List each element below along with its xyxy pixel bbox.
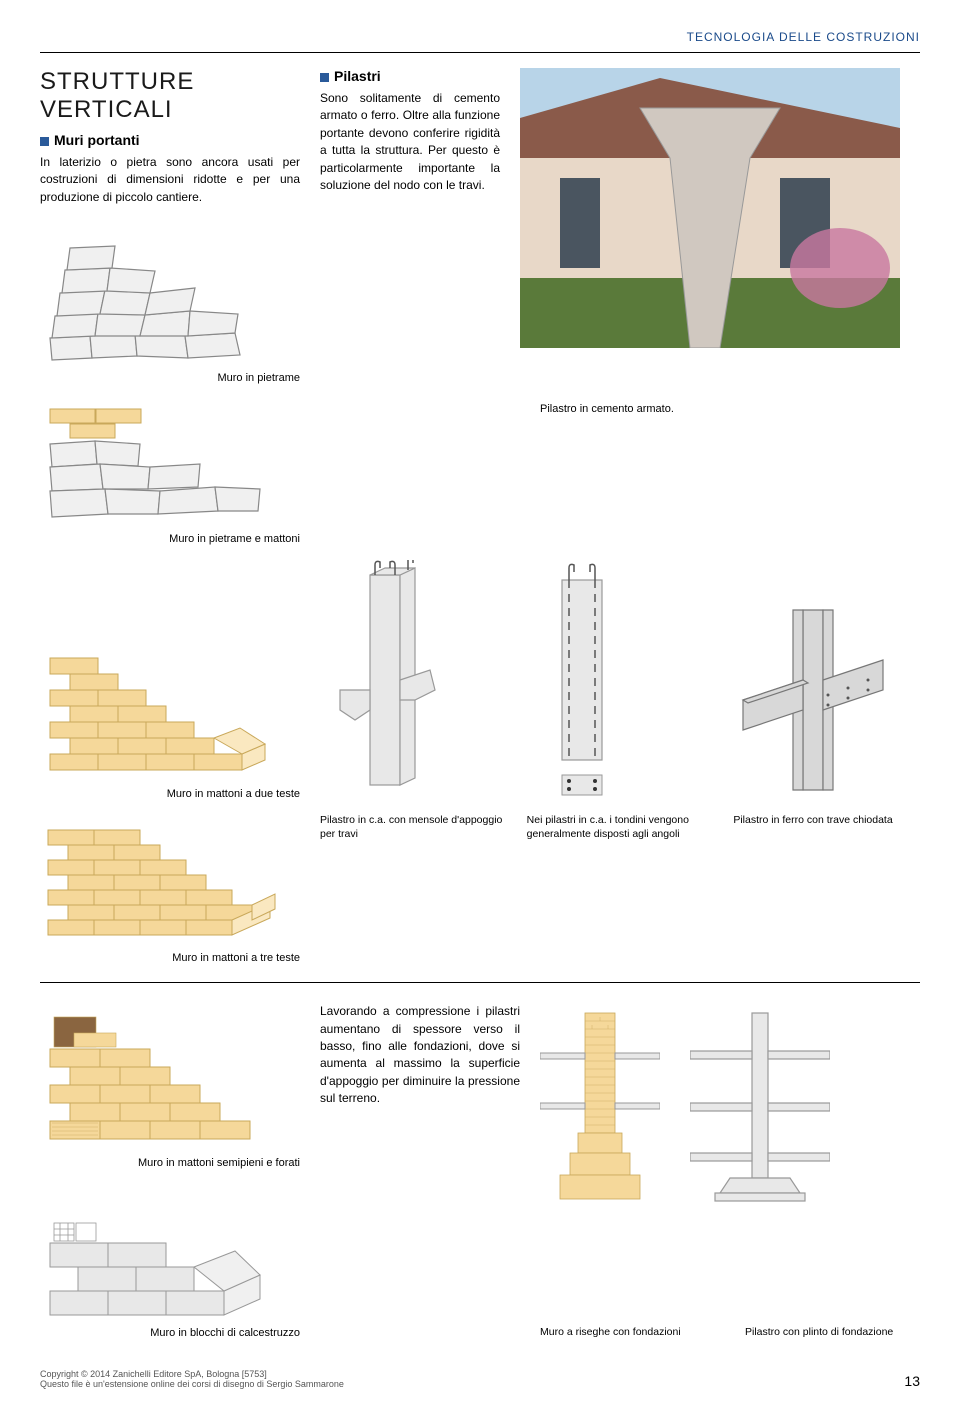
- pilastri-heading-text: Pilastri: [334, 68, 381, 84]
- caption-pilastro-mensole: Pilastro in c.a. con mensole d'appoggio …: [320, 814, 507, 964]
- compression-text: Lavorando a compressione i pilastri aume…: [320, 1003, 520, 1107]
- caption-pilastro-plinto: Pilastro con plinto di fondazione: [745, 1326, 920, 1340]
- fig-pilastro-mensole: [320, 560, 507, 800]
- page-number: 13: [904, 1373, 920, 1389]
- caption-muro-riseghe: Muro a riseghe con fondazioni: [540, 1326, 715, 1340]
- caption-pilastro-tondini: Nei pilastri in c.a. i tondini vengono g…: [527, 814, 714, 964]
- page-title: STRUTTURE VERTICALI: [40, 68, 300, 124]
- photo-pilastro: [520, 68, 900, 348]
- muri-heading: Muri portanti: [40, 132, 300, 148]
- bullet-icon: [40, 137, 49, 146]
- footer-copyright: Copyright © 2014 Zanichelli Editore SpA,…: [40, 1369, 344, 1379]
- pilastri-heading: Pilastri: [320, 68, 500, 84]
- fig-muro-semipieni: [40, 1003, 280, 1153]
- fig-muro-tre-teste: [40, 808, 280, 948]
- fig-pilastro-plinto: [690, 1003, 830, 1203]
- fig-muro-pietrame-mattoni: [40, 399, 270, 529]
- caption-pilastro-ferro: Pilastro in ferro con trave chiodata: [733, 814, 920, 964]
- fig-muro-pietrame: Muro in pietrame: [40, 218, 300, 384]
- caption-muro-due-teste: Muro in mattoni a due teste: [40, 788, 300, 800]
- pilastri-text: Sono solitamente di cemento armato o fer…: [320, 90, 500, 194]
- muri-text: In laterizio o pietra sono ancora usati …: [40, 154, 300, 206]
- caption-muro-pietrame: Muro in pietrame: [40, 372, 300, 384]
- fig-pilastro-ferro: [733, 600, 920, 800]
- caption-pilastro-cemento: Pilastro in cemento armato.: [540, 403, 920, 415]
- caption-muro-semipieni: Muro in mattoni semipieni e forati: [40, 1157, 300, 1169]
- footer-copyright-block: Copyright © 2014 Zanichelli Editore SpA,…: [40, 1369, 344, 1389]
- header-rule: [40, 52, 920, 53]
- fig-muro-due-teste: [40, 634, 280, 784]
- muri-heading-text: Muri portanti: [54, 132, 140, 148]
- fig-pilastro-tondini: [527, 560, 714, 800]
- caption-muro-tre-teste: Muro in mattoni a tre teste: [40, 952, 300, 964]
- footer-note: Questo file è un'estensione online dei c…: [40, 1379, 344, 1389]
- caption-muro-pietrame-mattoni: Muro in pietrame e mattoni: [40, 533, 300, 545]
- page-category: TECNOLOGIA DELLE COSTRUZIONI: [40, 30, 920, 44]
- fig-muro-riseghe: [540, 1003, 660, 1203]
- caption-muro-blocchi: Muro in blocchi di calcestruzzo: [40, 1327, 300, 1339]
- bullet-icon: [320, 73, 329, 82]
